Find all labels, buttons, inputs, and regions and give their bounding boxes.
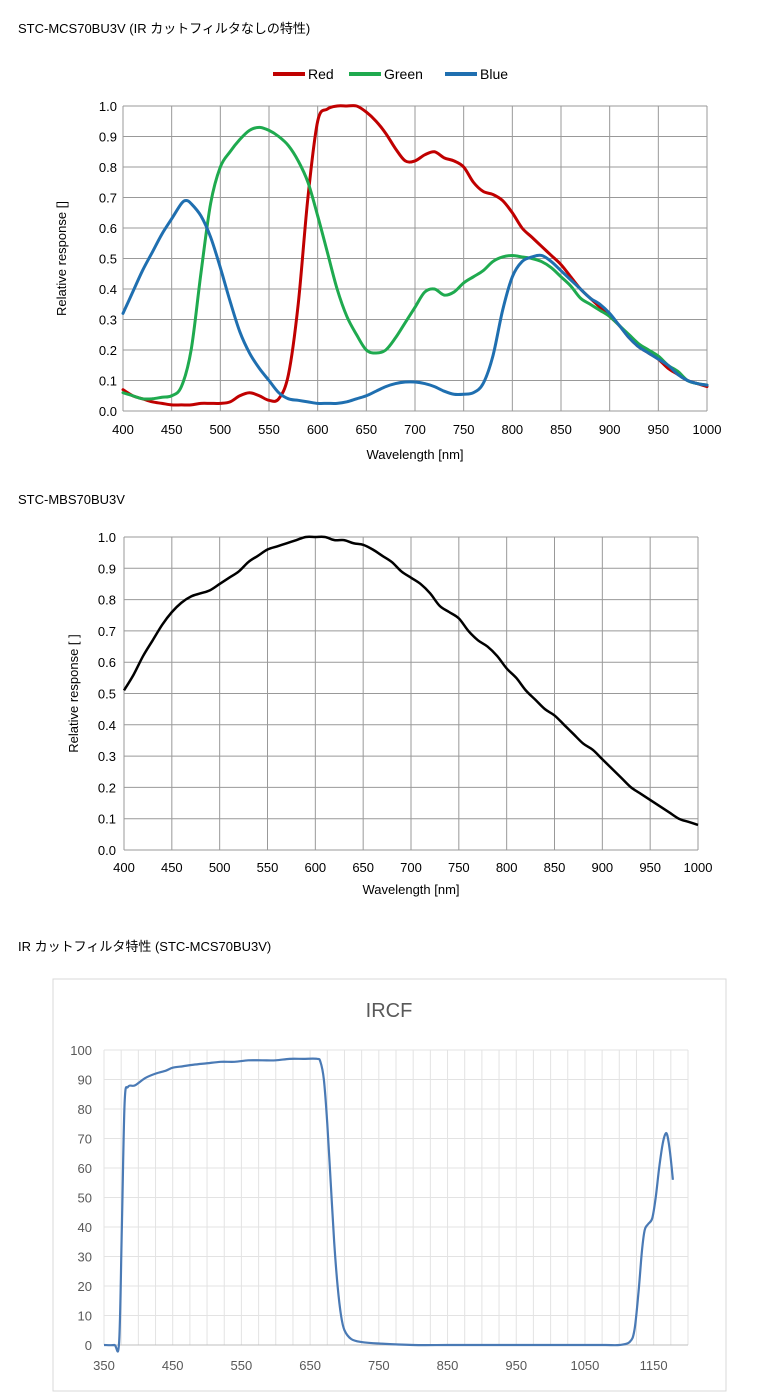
series-line-green [121,125,709,401]
series-line-ircf [103,1057,674,1353]
chart3-title: IR カットフィルタ特性 (STC-MCS70BU3V) [18,939,272,954]
chart3-frame [52,978,727,1392]
chart1-x-tick-label: 850 [550,422,572,437]
chart1-x-axis-label: Wavelength [nm] [366,447,463,462]
chart1-y-axis-label: Relative response [] [54,201,69,316]
chart2-y-tick-label: 0.4 [98,718,116,733]
legend-label-blue: Blue [480,66,508,82]
chart1-x-tick-label: 650 [355,422,377,437]
chart2-y-tick-label: 0.1 [98,812,116,827]
chart3-x-tick-label: 850 [437,1358,459,1373]
chart2-y-tick-label: 0.9 [98,561,116,576]
chart-rgb-response: 400 450 500 550 600 650 700 750 800 850 900 950 1000… [54,66,722,462]
chart3-y-tick-label: 60 [78,1161,92,1176]
chart1-x-tick-label: 400 [112,422,134,437]
chart2-y-tick-label: 0.7 [98,624,116,639]
chart3-y-tick-label: 50 [78,1191,92,1206]
chart1-y-tick-label: 0.4 [99,282,117,297]
chart2-x-tick-label: 900 [591,860,613,875]
chart1-x-tick-label: 950 [647,422,669,437]
legend-label-green: Green [384,66,423,82]
chart1-y-tick-label: 0.9 [99,130,117,145]
chart1-gridlines [122,105,708,412]
chart1-y-tick-label: 0.7 [99,191,117,206]
chart1-x-tick-label: 700 [404,422,426,437]
chart1-x-tick-label: 550 [258,422,280,437]
chart1-y-tick-label: 0.0 [99,404,117,419]
chart3-x-tick-label: 1050 [570,1358,599,1373]
chart1-x-tick-label: 800 [501,422,523,437]
chart2-x-tick-label: 700 [400,860,422,875]
chart3-x-tick-label: 1150 [640,1358,668,1373]
chart2-x-tick-label: 1000 [684,860,713,875]
chart3-y-tick-label: 90 [78,1073,92,1088]
chart3-y-tick-label: 30 [78,1250,92,1265]
chart2-x-tick-label: 800 [496,860,518,875]
chart2-y-tick-label: 1.0 [98,530,116,545]
chart1-x-tick-label: 1000 [693,422,722,437]
chart3-y-tick-label: 0 [85,1338,92,1353]
chart2-x-tick-label: 750 [448,860,470,875]
chart3-inner-title: IRCF [366,1000,413,1022]
chart1-y-tick-label: 0.3 [99,313,117,328]
chart2-x-tick-label: 850 [544,860,566,875]
chart1-y-tick-label: 0.8 [99,160,117,175]
chart1-title: STC-MCS70BU3V (IR カットフィルタなしの特性) [18,21,311,36]
chart3-y-tick-label: 40 [78,1220,92,1235]
chart1-x-tick-label: 450 [161,422,183,437]
chart1-x-tick-label: 900 [599,422,621,437]
chart-ircf: IRCF 350 450 550 650 750 850 950 1050 1150 0 10 20 30… [52,978,727,1392]
chart3-y-tick-label: 10 [78,1309,92,1324]
chart2-y-tick-label: 0.6 [98,655,116,670]
chart3-y-tick-label: 20 [78,1279,92,1294]
chart2-y-tick-label: 0.0 [98,843,116,858]
chart2-x-tick-label: 600 [304,860,326,875]
chart3-x-tick-label: 450 [162,1358,184,1373]
chart2-y-tick-label: 0.3 [98,749,116,764]
chart2-title: STC-MBS70BU3V [18,492,125,507]
chart3-x-tick-label: 550 [231,1358,253,1373]
chart2-x-tick-label: 550 [257,860,279,875]
series-line-blue [121,199,709,405]
chart1-y-tick-label: 0.6 [99,221,117,236]
legend-label-red: Red [308,66,334,82]
chart-mono-response: 400 450 500 550 600 650 700 750 800 850 900 950 1000… [66,530,713,897]
chart2-x-axis-label: Wavelength [nm] [362,882,459,897]
chart1-x-tick-label: 750 [453,422,475,437]
chart2-y-tick-label: 0.2 [98,780,116,795]
chart2-y-tick-label: 0.8 [98,593,116,608]
chart3-x-tick-label: 750 [368,1358,390,1373]
series-line-mono [122,535,699,827]
chart3-x-tick-label: 350 [93,1358,115,1373]
chart2-y-axis-label: Relative response [ ] [66,634,81,753]
chart3-y-tick-label: 70 [78,1132,92,1147]
chart2-x-tick-label: 950 [639,860,661,875]
chart2-y-tick-label: 0.5 [98,687,116,702]
chart1-y-tick-label: 0.1 [99,374,117,389]
chart1-y-tick-label: 0.5 [99,252,117,267]
chart2-x-tick-label: 400 [113,860,135,875]
chart1-y-tick-label: 0.2 [99,343,117,358]
chart2-x-tick-label: 500 [209,860,231,875]
chart3-y-tick-label: 80 [78,1102,92,1117]
chart3-x-tick-label: 950 [505,1358,527,1373]
chart2-x-tick-label: 650 [352,860,374,875]
chart3-x-tick-label: 650 [299,1358,321,1373]
chart3-y-tick-label: 100 [70,1043,92,1058]
chart1-x-tick-label: 500 [209,422,231,437]
chart2-gridlines [123,536,699,851]
chart1-x-tick-label: 600 [307,422,329,437]
chart2-x-tick-label: 450 [161,860,183,875]
chart1-y-tick-label: 1.0 [99,99,117,114]
